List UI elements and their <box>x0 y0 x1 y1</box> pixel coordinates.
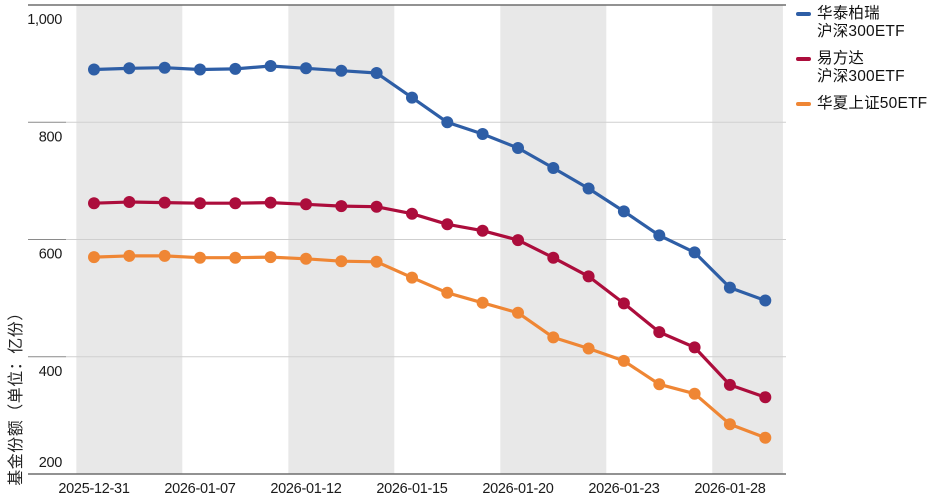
series-point <box>441 116 454 129</box>
series-point <box>476 128 489 140</box>
series-point <box>229 62 242 75</box>
legend-item-label: 华夏上证50ETF <box>817 95 927 113</box>
series-point <box>653 229 666 242</box>
series-point <box>688 387 701 400</box>
legend: 华泰柏瑞 沪深300ETF 易方达 沪深300ETF 华夏上证50ETF <box>795 5 939 122</box>
x-tick-label: 2026-01-20 <box>482 481 553 497</box>
legend-label-line: 华泰柏瑞 <box>817 5 880 22</box>
y-tick-label: 200 <box>39 455 63 471</box>
series-point <box>300 252 312 265</box>
series-point <box>335 64 348 77</box>
legend-item: 华夏上证50ETF <box>795 95 939 113</box>
series-point <box>441 286 454 299</box>
legend-item-label: 易方达 沪深300ETF <box>817 50 905 86</box>
x-tick-label: 2026-01-15 <box>376 481 447 497</box>
series-point <box>512 306 524 319</box>
series-point <box>406 207 418 220</box>
series-point <box>582 342 595 355</box>
series-point <box>653 326 666 339</box>
series-point <box>512 234 524 247</box>
series-point <box>300 62 312 75</box>
series-point <box>512 142 524 154</box>
x-tick-label: 2026-01-23 <box>588 481 659 497</box>
series-point <box>264 251 277 264</box>
series-point <box>759 294 772 307</box>
series-point <box>688 341 701 354</box>
series-point <box>441 218 454 231</box>
series-point <box>688 246 701 259</box>
series-point <box>723 418 736 431</box>
y-tick-label: 400 <box>39 364 63 380</box>
x-tick-label: 2026-01-12 <box>270 481 341 497</box>
legend-swatch-line-icon <box>796 102 811 106</box>
series-point <box>547 251 560 264</box>
legend-label-line: 沪深300ETF <box>817 68 905 85</box>
series-point <box>653 378 666 391</box>
series-point <box>370 67 383 79</box>
series-point <box>582 182 595 195</box>
y-tick-label: 800 <box>39 129 63 145</box>
series-point <box>300 198 312 211</box>
series-line <box>92 254 767 440</box>
series-point <box>264 60 277 72</box>
series-point <box>158 61 171 74</box>
series-point <box>88 251 100 264</box>
series-point <box>123 196 136 208</box>
series-point <box>617 205 630 218</box>
series-point <box>406 271 418 284</box>
series-point <box>370 200 383 213</box>
y-tick-label: 600 <box>39 247 63 263</box>
series-point <box>88 63 100 76</box>
series-point <box>547 162 560 174</box>
legend-item-label: 华泰柏瑞 沪深300ETF <box>817 5 905 41</box>
x-tick-label: 2025-12-31 <box>58 481 129 497</box>
series-point <box>335 200 348 213</box>
series-line <box>92 200 767 399</box>
series-line <box>92 64 767 303</box>
series-point <box>335 255 348 268</box>
series-point <box>229 251 242 264</box>
legend-label-line: 沪深300ETF <box>817 23 905 40</box>
series-point <box>123 62 136 75</box>
series-point <box>759 431 772 444</box>
series-point <box>759 391 772 404</box>
series-point <box>194 197 206 210</box>
x-tick-label: 2026-01-28 <box>694 481 765 497</box>
x-tick-label: 2026-01-07 <box>164 481 235 497</box>
series-point <box>476 224 489 237</box>
series-point <box>723 378 736 391</box>
series-point <box>158 249 171 262</box>
series-point <box>476 296 489 309</box>
series-point <box>370 255 383 268</box>
legend-label-line: 易方达 <box>817 50 865 67</box>
series-point <box>194 251 206 264</box>
legend-swatch-line-icon <box>796 12 811 16</box>
series-point <box>158 196 171 209</box>
series-point <box>194 63 206 76</box>
legend-swatch-line-icon <box>796 57 811 61</box>
series-point <box>229 197 242 210</box>
series-point <box>123 249 136 262</box>
series-point <box>264 196 277 209</box>
series-point <box>723 281 736 294</box>
series-point <box>547 331 560 344</box>
series-point <box>617 297 630 310</box>
legend-label-line: 华夏上证50ETF <box>817 95 928 112</box>
legend-item: 华泰柏瑞 沪深300ETF <box>795 5 939 41</box>
series-point <box>582 270 595 283</box>
y-tick-label: 1,000 <box>27 12 62 28</box>
legend-item: 易方达 沪深300ETF <box>795 50 939 86</box>
series-point <box>617 354 630 367</box>
series-point <box>88 197 100 210</box>
series-point <box>406 91 418 104</box>
